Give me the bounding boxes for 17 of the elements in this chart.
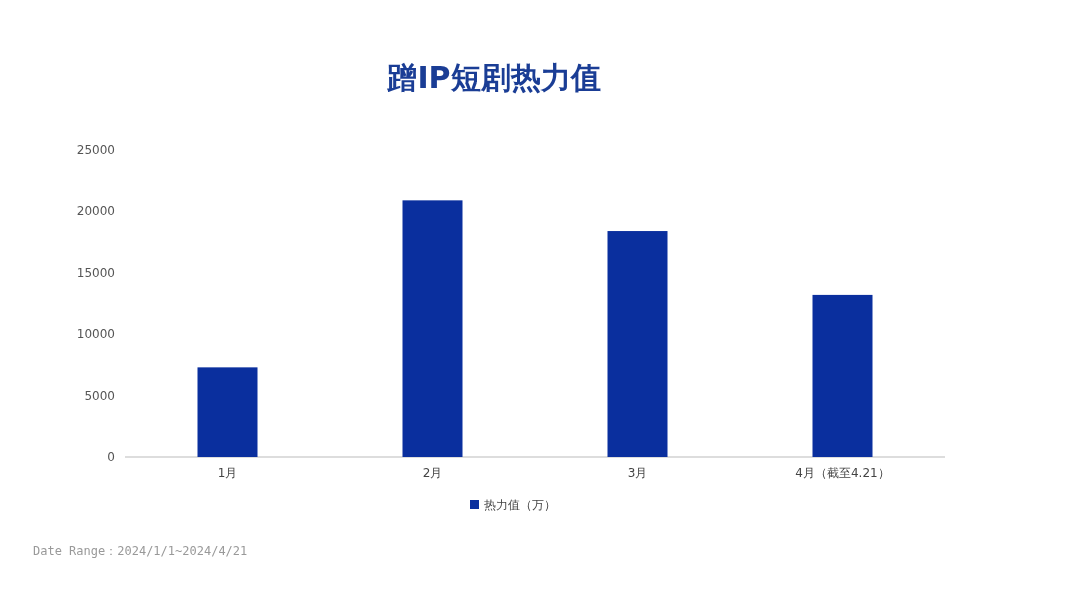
bar	[812, 294, 873, 457]
y-tick-label: 25000	[76, 143, 115, 157]
x-tick-label: 4月（截至4.21）	[795, 466, 890, 480]
y-tick-label: 0	[107, 450, 115, 464]
bar	[402, 200, 463, 457]
text: Date Range：2024/1/1~2024/4/21	[33, 544, 248, 558]
bar	[197, 367, 258, 457]
x-tick-label: 1月	[217, 466, 238, 480]
y-tick-label: 20000	[76, 204, 115, 219]
chart-title: 蹭IP短剧热力值	[386, 60, 601, 95]
y-tick-label: 10000	[76, 327, 115, 342]
x-tick-label: 2月	[422, 466, 443, 480]
bar	[607, 231, 668, 457]
legend-label: 热力值（万）	[484, 498, 556, 512]
y-tick-label: 5000	[84, 388, 115, 403]
x-tick-label: 3月	[627, 466, 648, 480]
y-tick-label: 15000	[76, 265, 115, 280]
